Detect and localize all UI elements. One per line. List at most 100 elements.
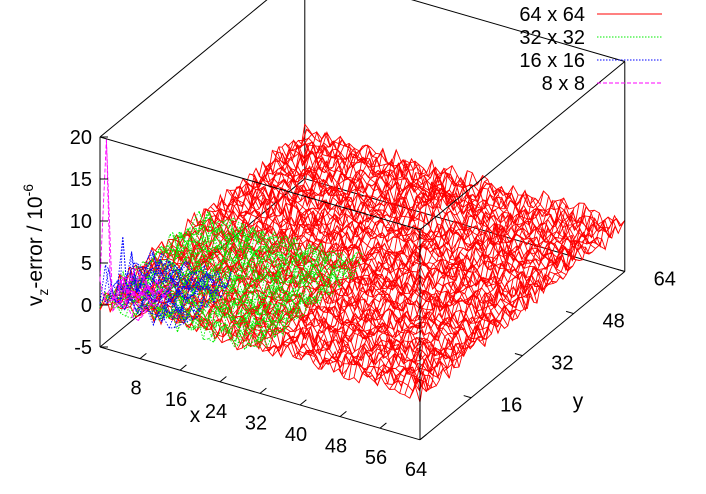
surface-line	[213, 242, 316, 343]
surface-line	[162, 244, 324, 304]
surface-line	[206, 158, 412, 330]
legend-label: 16 x 16	[519, 50, 585, 72]
box-edge	[99, 136, 421, 231]
surface-line	[125, 284, 155, 300]
surface-line	[197, 238, 301, 330]
z-tick-label: 20	[70, 127, 92, 149]
z-tick-label: 0	[81, 295, 92, 317]
surface-line	[373, 202, 580, 387]
surface-line	[399, 217, 605, 394]
surface-line	[226, 160, 433, 341]
surface-line	[246, 177, 567, 276]
y-tick	[565, 310, 574, 315]
surface-line	[301, 128, 622, 233]
surface-line	[105, 138, 136, 300]
surface-line	[123, 272, 205, 312]
surface-line	[223, 196, 544, 296]
x-tick-label: 32	[245, 412, 267, 434]
surface-line	[104, 250, 157, 303]
surface-meshes	[99, 123, 626, 403]
surface-line	[251, 173, 458, 350]
surface-line	[333, 197, 539, 373]
z-tick-label: -5	[74, 337, 92, 359]
x-tick-label: 24	[205, 401, 227, 423]
surface-line	[259, 253, 363, 349]
surface-line	[115, 219, 219, 309]
surface-line	[142, 261, 303, 319]
surface-line	[389, 209, 595, 390]
surface-line	[124, 276, 170, 298]
surface-line	[147, 271, 200, 314]
surface-line	[179, 271, 232, 326]
surface-line	[174, 285, 227, 328]
surface-line	[112, 290, 274, 338]
y-tick	[514, 352, 523, 357]
surface-line	[226, 189, 548, 292]
surface-line	[369, 207, 575, 382]
z-axis-label-exp: -6	[20, 184, 36, 197]
surface-line	[146, 223, 250, 312]
surface-line	[363, 204, 570, 378]
surface-line	[146, 259, 307, 312]
surface-line	[208, 246, 312, 340]
surface-line	[323, 189, 529, 363]
surface-line	[287, 183, 494, 355]
y-tick-label: 48	[602, 311, 624, 333]
legend-label: 32 x 32	[519, 27, 585, 49]
surface-line	[116, 282, 277, 334]
surface-line	[118, 274, 149, 310]
x-tick	[299, 399, 307, 406]
surface-line	[155, 245, 317, 305]
x-tick	[339, 410, 347, 417]
surface-line	[218, 242, 322, 336]
x-tick-label: 56	[365, 447, 387, 469]
surface-line	[203, 208, 525, 310]
surface-line	[176, 235, 281, 333]
surface-line	[111, 288, 158, 307]
y-tick-label: 64	[654, 268, 676, 290]
surface-line	[358, 197, 565, 383]
surface-line	[165, 241, 327, 300]
z-tick-label: 5	[81, 253, 92, 275]
x-tick-label: 8	[130, 378, 141, 400]
surface-line	[168, 270, 221, 329]
surface-line	[338, 190, 544, 377]
surface-line	[419, 220, 626, 403]
surface-line	[267, 172, 473, 351]
y-tick	[617, 268, 625, 272]
surface-series	[99, 123, 626, 403]
surface-line	[159, 249, 320, 304]
surface-line	[409, 215, 616, 399]
surface-line	[282, 179, 488, 349]
surface-line	[138, 261, 460, 369]
surface-line	[144, 282, 174, 314]
surface-line	[195, 216, 357, 276]
surface-line	[116, 280, 198, 319]
surface-line	[182, 227, 343, 281]
surface-line	[177, 229, 499, 334]
surface-line	[104, 212, 209, 305]
surface-line	[255, 166, 577, 272]
z-axis-label: vz-error / 10-6	[20, 184, 51, 306]
z-axis-label-rest: -error / 10	[24, 196, 47, 288]
z-axis-label-sub: z	[35, 289, 51, 296]
surface-line	[120, 251, 173, 311]
surface-line	[172, 232, 333, 295]
surface-line	[135, 264, 457, 365]
y-tick-label: 32	[551, 353, 573, 375]
surface-line	[150, 143, 356, 324]
y-tick	[463, 395, 472, 399]
x-tick-label: 16	[165, 389, 187, 411]
surface-line	[353, 200, 560, 378]
surface-series	[99, 138, 174, 321]
surface-line	[272, 182, 478, 357]
surface-line	[189, 225, 350, 276]
x-tick	[419, 434, 427, 441]
x-tick	[379, 422, 387, 429]
x-tick	[179, 364, 187, 371]
surface-line	[147, 251, 228, 287]
surface-line	[343, 195, 550, 379]
box-edge	[419, 61, 626, 231]
surface-line	[109, 251, 191, 323]
